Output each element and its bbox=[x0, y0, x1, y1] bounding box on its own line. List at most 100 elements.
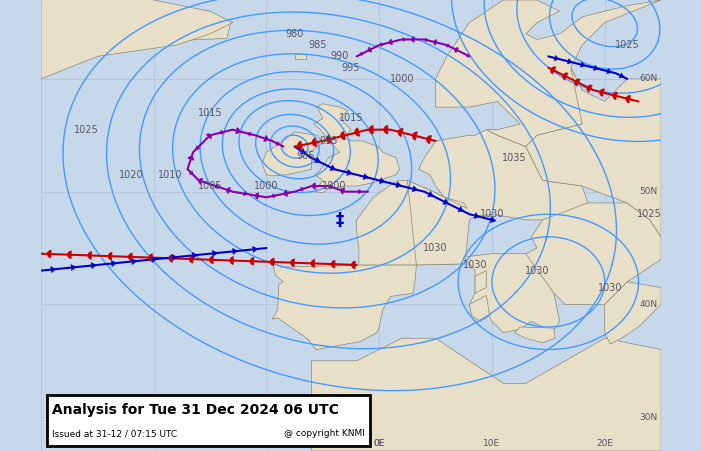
Text: 1015: 1015 bbox=[338, 113, 364, 124]
Polygon shape bbox=[247, 132, 251, 136]
Polygon shape bbox=[250, 258, 254, 265]
Polygon shape bbox=[470, 295, 490, 321]
Polygon shape bbox=[189, 255, 193, 263]
Polygon shape bbox=[340, 131, 345, 140]
Polygon shape bbox=[311, 259, 315, 267]
Polygon shape bbox=[474, 212, 479, 219]
Polygon shape bbox=[196, 146, 199, 150]
Text: 1030: 1030 bbox=[479, 209, 504, 219]
Text: 1030: 1030 bbox=[463, 260, 487, 270]
Text: 1000: 1000 bbox=[322, 181, 346, 191]
FancyBboxPatch shape bbox=[47, 395, 370, 446]
Text: @ copyright KNMI: @ copyright KNMI bbox=[284, 429, 365, 438]
Polygon shape bbox=[275, 142, 279, 146]
Text: 985: 985 bbox=[308, 40, 326, 50]
Text: 50N: 50N bbox=[640, 187, 658, 196]
Polygon shape bbox=[550, 67, 556, 74]
Text: 980: 980 bbox=[286, 29, 304, 39]
Polygon shape bbox=[218, 130, 223, 134]
Polygon shape bbox=[47, 250, 51, 258]
Polygon shape bbox=[329, 184, 333, 189]
Polygon shape bbox=[295, 54, 306, 59]
Polygon shape bbox=[567, 59, 572, 64]
Polygon shape bbox=[330, 165, 336, 170]
Polygon shape bbox=[206, 134, 211, 139]
Polygon shape bbox=[443, 199, 449, 204]
Polygon shape bbox=[51, 267, 56, 273]
Polygon shape bbox=[270, 258, 274, 266]
Polygon shape bbox=[607, 69, 611, 74]
Polygon shape bbox=[352, 261, 355, 269]
Polygon shape bbox=[108, 252, 112, 260]
Polygon shape bbox=[172, 254, 177, 261]
Polygon shape bbox=[379, 178, 385, 184]
Polygon shape bbox=[88, 252, 92, 259]
Polygon shape bbox=[272, 194, 277, 198]
Text: 1025: 1025 bbox=[637, 209, 662, 219]
Text: 0E: 0E bbox=[373, 439, 385, 447]
Polygon shape bbox=[426, 135, 432, 144]
Polygon shape bbox=[347, 170, 352, 175]
Text: 30N: 30N bbox=[640, 413, 658, 422]
Text: Issued at 31-12 / 07:15 UTC: Issued at 31-12 / 07:15 UTC bbox=[52, 429, 177, 438]
Polygon shape bbox=[600, 89, 604, 97]
Polygon shape bbox=[389, 39, 392, 45]
Polygon shape bbox=[581, 62, 585, 67]
Polygon shape bbox=[112, 260, 117, 267]
Polygon shape bbox=[300, 149, 306, 154]
Polygon shape bbox=[244, 191, 248, 196]
Polygon shape bbox=[475, 271, 486, 293]
Polygon shape bbox=[149, 254, 152, 262]
Text: 1035: 1035 bbox=[502, 153, 526, 163]
Polygon shape bbox=[312, 183, 315, 189]
Text: 0E: 0E bbox=[373, 439, 385, 447]
Polygon shape bbox=[411, 37, 414, 42]
Polygon shape bbox=[326, 135, 331, 143]
Polygon shape bbox=[272, 262, 416, 350]
Polygon shape bbox=[604, 282, 661, 344]
Polygon shape bbox=[212, 250, 218, 257]
Polygon shape bbox=[41, 0, 232, 79]
Polygon shape bbox=[152, 257, 157, 262]
Polygon shape bbox=[300, 187, 305, 192]
Polygon shape bbox=[359, 189, 362, 194]
Polygon shape bbox=[230, 257, 234, 265]
Polygon shape bbox=[187, 156, 194, 161]
Text: 1020: 1020 bbox=[119, 170, 143, 180]
Polygon shape bbox=[192, 253, 197, 258]
Polygon shape bbox=[168, 254, 173, 262]
Polygon shape bbox=[619, 73, 624, 78]
Polygon shape bbox=[467, 54, 470, 57]
Polygon shape bbox=[594, 65, 599, 71]
Polygon shape bbox=[71, 264, 76, 271]
Polygon shape bbox=[355, 128, 360, 136]
Polygon shape bbox=[380, 43, 384, 46]
Polygon shape bbox=[291, 259, 295, 267]
Polygon shape bbox=[232, 249, 238, 254]
Text: 995: 995 bbox=[319, 136, 338, 146]
Polygon shape bbox=[360, 53, 364, 56]
Text: 1005: 1005 bbox=[198, 181, 223, 191]
Polygon shape bbox=[368, 47, 372, 52]
Polygon shape bbox=[312, 138, 317, 147]
Polygon shape bbox=[403, 37, 406, 41]
Polygon shape bbox=[314, 157, 321, 163]
Text: Analysis for Tue 31 Dec 2024 06 UTC: Analysis for Tue 31 Dec 2024 06 UTC bbox=[52, 403, 339, 417]
Text: 1000: 1000 bbox=[390, 74, 414, 84]
Text: 20E: 20E bbox=[596, 439, 613, 447]
Text: 990: 990 bbox=[331, 51, 349, 61]
Polygon shape bbox=[128, 253, 133, 261]
Polygon shape bbox=[554, 55, 559, 61]
Polygon shape bbox=[412, 132, 418, 140]
Text: 1030: 1030 bbox=[598, 282, 623, 293]
Polygon shape bbox=[398, 129, 403, 137]
Polygon shape bbox=[464, 253, 559, 338]
Polygon shape bbox=[314, 104, 399, 193]
Polygon shape bbox=[369, 125, 373, 134]
Polygon shape bbox=[458, 207, 463, 212]
Text: 40N: 40N bbox=[640, 300, 658, 309]
Polygon shape bbox=[103, 5, 230, 43]
Polygon shape bbox=[587, 85, 592, 92]
Polygon shape bbox=[384, 125, 388, 134]
Polygon shape bbox=[363, 174, 369, 179]
